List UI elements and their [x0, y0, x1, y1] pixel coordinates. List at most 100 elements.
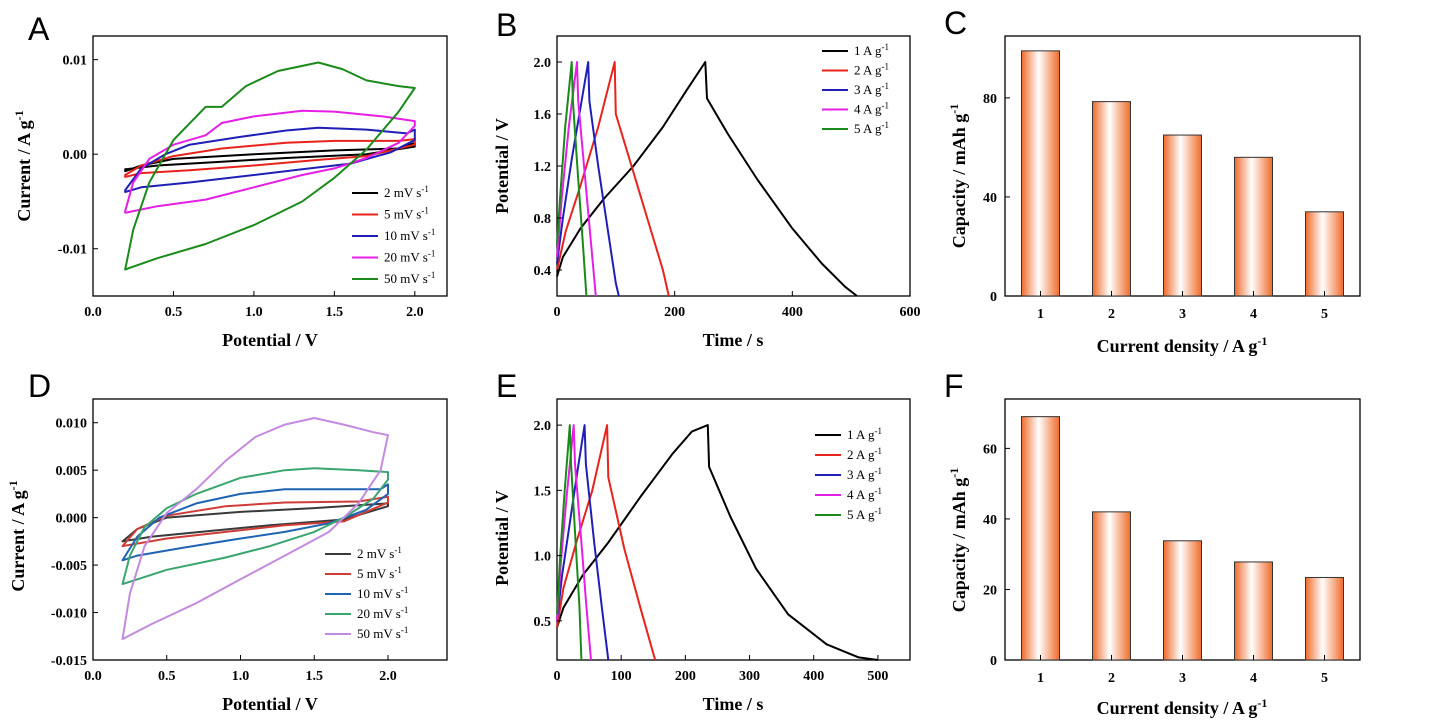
legend-label-b-5: 5 A g-1	[854, 120, 889, 136]
plot-frame-e	[556, 398, 911, 661]
y-tick-label-a-0: -0.01	[58, 243, 87, 258]
bar-c-2	[1092, 101, 1131, 297]
x-axis-label-b: Time / s	[703, 330, 764, 350]
tick-layer-c: 1 2 3 4 5 0 40 80	[983, 92, 1328, 322]
series-b-3	[556, 61, 620, 297]
y-tick-label-c-0: 0	[990, 290, 997, 305]
y-axis-label-e: Potential / V	[492, 490, 512, 586]
legend-label-b-4: 4 A g-1	[854, 101, 889, 117]
y-tick-label-a-1: 0.00	[63, 148, 88, 163]
x-tick-label-b-1: 200	[664, 305, 685, 320]
legend-b: 1 A g-1 2 A g-1 3 A g-1 4 A g-1 5 A g-1	[822, 42, 889, 136]
legend-label-b-2: 2 A g-1	[854, 62, 889, 78]
y-tick-label-d-2: -0.005	[51, 559, 87, 574]
panel-label-c: C	[944, 5, 967, 41]
series-a-3	[124, 126, 416, 193]
x-tick-label-b-0: 0	[554, 305, 561, 320]
series-e-5	[556, 424, 583, 661]
series-a-2	[124, 138, 416, 178]
legend-label-d-1: 2 mV s-1	[357, 545, 402, 561]
legend-label-a-5: 50 mV s-1	[384, 270, 435, 286]
panel-b: B 0 200 400 600 0.4 0.8 1.2 1.6 2.0 1 A g-1 2 A g…	[492, 7, 921, 350]
legend-label-d-5: 50 mV s-1	[357, 625, 408, 641]
x-tick-label-e-4: 400	[803, 669, 824, 684]
bar-c-1	[1021, 50, 1060, 297]
tick-layer-a: 0.0 0.5 1.0 1.5 2.0 -0.01 0.00 0.01	[58, 54, 424, 320]
x-tick-label-b-3: 600	[900, 305, 921, 320]
y-axis-label-c: Capacity / mAh g-1	[947, 104, 969, 249]
x-tick-label-d-3: 1.5	[306, 669, 324, 684]
y-tick-label-b-3: 1.6	[534, 108, 552, 123]
series-d-3	[121, 483, 389, 562]
x-tick-label-a-0: 0.0	[84, 305, 102, 320]
legend-label-e-2: 2 A g-1	[847, 446, 882, 462]
panel-d: D 0.0 0.5 1.0 1.5 2.0 -0.015 -0.010 -0.005 0.000…	[6, 368, 448, 714]
x-tick-label-d-0: 0.0	[84, 669, 102, 684]
y-axis-label-a: Current / A g-1	[12, 110, 34, 221]
legend-a: 2 mV s-1 5 mV s-1 10 mV s-1 20 mV s-1 50 mV …	[352, 184, 435, 286]
x-tick-label-e-1: 100	[611, 669, 632, 684]
x-tick-label-d-1: 0.5	[158, 669, 176, 684]
series-layer-c	[1021, 50, 1344, 297]
series-b-1	[556, 61, 858, 297]
x-tick-label-e-0: 0	[554, 669, 561, 684]
x-axis-label-e: Time / s	[703, 694, 764, 714]
series-layer-d	[121, 417, 389, 641]
x-tick-label-f-0: 1	[1037, 671, 1044, 686]
y-axis-label-f: Capacity / mAh g-1	[947, 468, 969, 613]
y-tick-label-d-3: 0.000	[56, 512, 88, 527]
tick-layer-e: 0 100 200 300 400 500 0.5 1.0 1.5 2.0	[534, 419, 889, 684]
y-tick-label-d-4: 0.005	[56, 464, 88, 479]
x-tick-label-c-3: 4	[1250, 307, 1257, 322]
x-tick-label-f-2: 3	[1179, 671, 1186, 686]
x-tick-label-a-3: 1.5	[326, 305, 344, 320]
panel-a: A 0.0 0.5 1.0 1.5 2.0 -0.01 0.00 0.01 2 mV s-1 5…	[12, 11, 448, 350]
y-tick-label-e-3: 2.0	[534, 419, 552, 434]
x-tick-label-c-1: 2	[1108, 307, 1115, 322]
panel-label-d: D	[28, 368, 51, 404]
legend-label-b-1: 1 A g-1	[854, 42, 889, 58]
y-tick-label-e-0: 0.5	[534, 615, 552, 630]
x-tick-label-e-2: 200	[675, 669, 696, 684]
legend-label-e-4: 4 A g-1	[847, 486, 882, 502]
x-tick-label-c-4: 5	[1321, 307, 1328, 322]
x-tick-label-a-4: 2.0	[406, 305, 424, 320]
legend-label-d-2: 5 mV s-1	[357, 565, 402, 581]
panel-c: C 1 2 3 4 5 0 40 80 Current density / A g-1 Cap…	[944, 5, 1361, 356]
x-tick-label-f-3: 4	[1250, 671, 1257, 686]
legend-label-e-3: 3 A g-1	[847, 466, 882, 482]
y-tick-label-a-2: 0.01	[63, 54, 88, 69]
panel-label-a: A	[28, 11, 50, 47]
y-axis-label-b: Potential / V	[492, 118, 512, 214]
x-tick-label-f-1: 2	[1108, 671, 1115, 686]
panel-e: E 0 100 200 300 400 500 0.5 1.0 1.5 2.0 1 A g-1 2 …	[492, 368, 911, 714]
x-tick-label-a-1: 0.5	[165, 305, 183, 320]
y-tick-label-f-0: 0	[990, 654, 997, 669]
bar-c-5	[1305, 211, 1344, 297]
y-tick-label-f-3: 60	[983, 442, 997, 457]
y-tick-label-b-4: 2.0	[534, 56, 552, 71]
bar-f-4	[1234, 561, 1273, 661]
legend-d: 2 mV s-1 5 mV s-1 10 mV s-1 20 mV s-1 50 mV …	[325, 545, 408, 641]
x-tick-label-c-0: 1	[1037, 307, 1044, 322]
y-tick-label-f-2: 40	[983, 513, 997, 528]
x-tick-label-d-2: 1.0	[232, 669, 250, 684]
x-axis-label-f: Current density / A g-1	[1097, 696, 1268, 718]
panel-label-f: F	[944, 368, 964, 404]
y-tick-label-e-1: 1.0	[534, 550, 552, 565]
legend-label-d-4: 20 mV s-1	[357, 605, 408, 621]
bar-f-3	[1163, 540, 1202, 661]
y-axis-label-d: Current / A g-1	[6, 480, 28, 591]
y-tick-label-c-2: 80	[983, 92, 997, 107]
x-axis-label-c: Current density / A g-1	[1097, 334, 1268, 356]
bar-f-2	[1092, 511, 1131, 661]
y-tick-label-d-1: -0.010	[51, 607, 87, 622]
y-tick-label-f-1: 20	[983, 583, 997, 598]
series-e-1	[556, 424, 879, 661]
x-tick-label-f-4: 5	[1321, 671, 1328, 686]
legend-label-a-1: 2 mV s-1	[384, 184, 429, 200]
y-tick-label-b-2: 1.2	[534, 160, 552, 175]
legend-label-d-3: 10 mV s-1	[357, 585, 408, 601]
bar-f-1	[1021, 416, 1060, 661]
x-tick-label-e-5: 500	[867, 669, 888, 684]
